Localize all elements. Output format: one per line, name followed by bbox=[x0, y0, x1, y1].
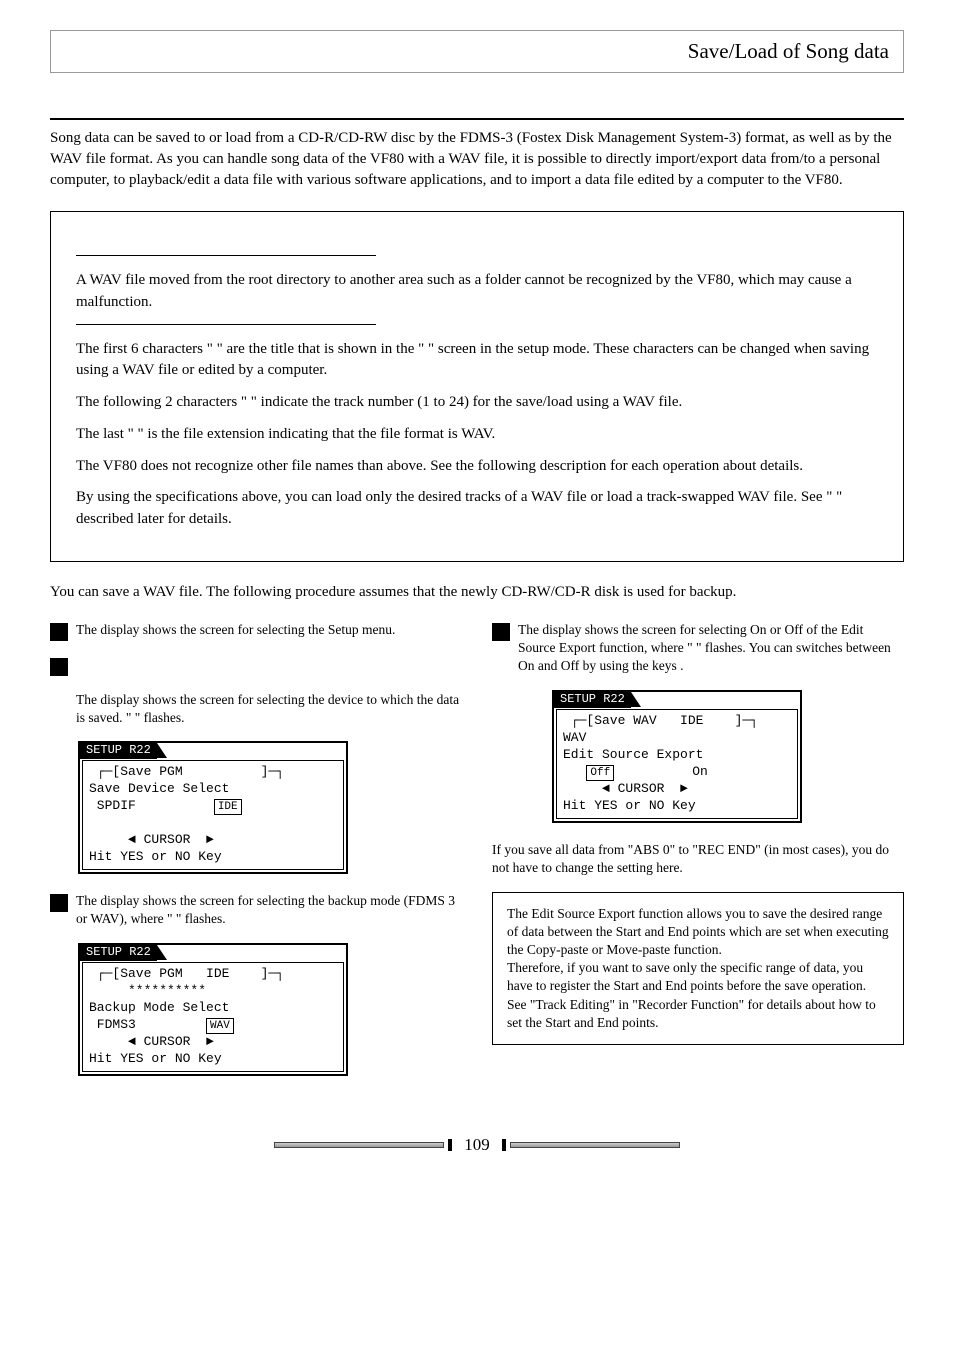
note-p4: The last " " is the file extension indic… bbox=[76, 424, 878, 446]
lcd-line: ┌─[Save PGM IDE ]─┐ bbox=[89, 966, 337, 983]
tick-icon bbox=[502, 1139, 506, 1151]
left-column: The display shows the screen for selecti… bbox=[50, 621, 462, 1094]
note-p5: The VF80 does not recognize other file n… bbox=[76, 456, 878, 478]
step: The display shows the screen for selecti… bbox=[492, 621, 904, 676]
lcd-screen: SETUP R22 ┌─[Save WAV IDE ]─┐ WAV Edit S… bbox=[552, 690, 802, 823]
lcd-line: ┌─[Save WAV IDE ]─┐ bbox=[563, 713, 791, 730]
lcd-line: WAV bbox=[563, 730, 791, 747]
header-title: Save/Load of Song data bbox=[688, 39, 889, 63]
tick-icon bbox=[448, 1139, 452, 1151]
lcd-highlight: Off bbox=[586, 765, 614, 781]
lcd-inner: ┌─[Save WAV IDE ]─┐ WAV Edit Source Expo… bbox=[556, 709, 798, 819]
step-text: The display shows the screen for selecti… bbox=[518, 621, 904, 676]
lcd-line: FDMS3 WAV bbox=[89, 1017, 337, 1034]
lcd-screen: SETUP R22 ┌─[Save PGM IDE ]─┐ **********… bbox=[78, 943, 348, 1076]
divider bbox=[50, 118, 904, 120]
tab-triangle-icon bbox=[157, 743, 167, 758]
step-marker-icon bbox=[50, 658, 68, 676]
lcd-line: Off On bbox=[563, 764, 791, 781]
body-text: You can save a WAV file. The following p… bbox=[50, 582, 904, 603]
note-p3: The following 2 characters " " indicate … bbox=[76, 392, 878, 414]
lcd-line: ┌─[Save PGM ]─┐ bbox=[89, 764, 337, 781]
lcd-line: Hit YES or NO Key bbox=[89, 849, 337, 866]
lcd-inner: ┌─[Save PGM IDE ]─┐ ********** Backup Mo… bbox=[82, 962, 344, 1072]
lcd-line: ◄ CURSOR ► bbox=[89, 1034, 337, 1051]
right-column: The display shows the screen for selecti… bbox=[492, 621, 904, 1094]
step-text: The display shows the screen for selecti… bbox=[76, 621, 395, 641]
lcd-line: ◄ CURSOR ► bbox=[89, 832, 337, 849]
lcd-highlight: WAV bbox=[206, 1018, 234, 1034]
lcd-line: ********** bbox=[89, 983, 337, 1000]
lcd-line: Hit YES or NO Key bbox=[563, 798, 791, 815]
step: The display shows the screen for selecti… bbox=[50, 892, 462, 928]
step-marker-icon bbox=[50, 623, 68, 641]
step-marker-icon bbox=[492, 623, 510, 641]
lcd-line: Save Device Select bbox=[89, 781, 337, 798]
step-text: The display shows the screen for selecti… bbox=[76, 892, 462, 928]
lcd-line: Hit YES or NO Key bbox=[89, 1051, 337, 1068]
lcd-tab: SETUP R22 bbox=[554, 692, 631, 708]
lcd-line: Edit Source Export bbox=[563, 747, 791, 764]
step bbox=[50, 656, 462, 676]
page-num-text: 109 bbox=[456, 1135, 498, 1155]
page-header: Save/Load of Song data bbox=[50, 30, 904, 73]
lcd-tab: SETUP R22 bbox=[80, 945, 157, 961]
lcd-line: ◄ CURSOR ► bbox=[563, 781, 791, 798]
note-p2: The first 6 characters " " are the title… bbox=[76, 339, 878, 383]
lcd-inner: ┌─[Save PGM ]─┐ Save Device Select SPDIF… bbox=[82, 760, 344, 870]
note-divider bbox=[76, 255, 376, 256]
step-marker-icon bbox=[50, 894, 68, 912]
note-box: A WAV file moved from the root directory… bbox=[50, 211, 904, 562]
step-text: The display shows the screen for selecti… bbox=[76, 691, 462, 727]
intro-text: Song data can be saved to or load from a… bbox=[50, 128, 904, 191]
lcd-highlight: IDE bbox=[214, 799, 242, 815]
lcd-line bbox=[89, 815, 337, 832]
note-p1: A WAV file moved from the root directory… bbox=[76, 270, 878, 314]
tab-triangle-icon bbox=[631, 692, 641, 707]
page-number: 109 bbox=[50, 1134, 904, 1155]
info-text: The Edit Source Export function allows y… bbox=[507, 906, 889, 1030]
columns: The display shows the screen for selecti… bbox=[50, 621, 904, 1094]
lcd-tab: SETUP R22 bbox=[80, 743, 157, 759]
note-p6: By using the specifications above, you c… bbox=[76, 487, 878, 531]
page-line-icon bbox=[510, 1142, 680, 1148]
tab-triangle-icon bbox=[157, 945, 167, 960]
right-note: If you save all data from "ABS 0" to "RE… bbox=[492, 841, 904, 877]
lcd-line: Backup Mode Select bbox=[89, 1000, 337, 1017]
lcd-screen: SETUP R22 ┌─[Save PGM ]─┐ Save Device Se… bbox=[78, 741, 348, 874]
lcd-line: SPDIF IDE bbox=[89, 798, 337, 815]
page-line-icon bbox=[274, 1142, 444, 1148]
note-divider bbox=[76, 324, 376, 325]
step: The display shows the screen for selecti… bbox=[50, 621, 462, 641]
info-box: The Edit Source Export function allows y… bbox=[492, 892, 904, 1046]
